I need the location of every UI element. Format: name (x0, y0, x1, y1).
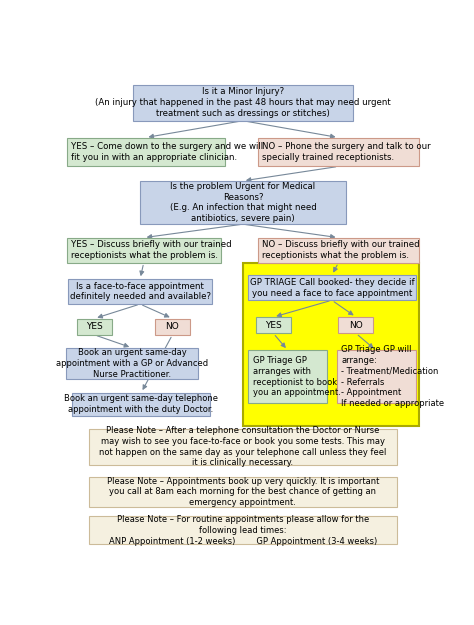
FancyBboxPatch shape (256, 317, 291, 333)
FancyBboxPatch shape (68, 279, 212, 304)
Text: YES – Come down to the surgery and we will
fit you in with an appropriate clinic: YES – Come down to the surgery and we wi… (72, 142, 264, 162)
Text: Please Note – For routine appointments please allow for the
following lead times: Please Note – For routine appointments p… (109, 515, 377, 546)
Text: YES: YES (86, 322, 103, 331)
Text: NO – Discuss briefly with our trained
receptionists what the problem is.: NO – Discuss briefly with our trained re… (263, 240, 420, 260)
FancyBboxPatch shape (66, 348, 198, 379)
Text: YES – Discuss briefly with our trained
receptionists what the problem is.: YES – Discuss briefly with our trained r… (72, 240, 232, 260)
Text: NO: NO (165, 322, 179, 331)
Text: Book an urgent same-day
appointment with a GP or Advanced
Nurse Practitioner.: Book an urgent same-day appointment with… (56, 348, 208, 379)
Text: GP Triage GP will
arrange:
- Treatment/Medication
- Referrals
- Appointment
If n: GP Triage GP will arrange: - Treatment/M… (341, 346, 445, 408)
FancyBboxPatch shape (155, 319, 190, 335)
FancyBboxPatch shape (77, 319, 112, 335)
FancyBboxPatch shape (133, 84, 353, 121)
FancyBboxPatch shape (66, 238, 221, 262)
FancyBboxPatch shape (338, 317, 374, 333)
FancyBboxPatch shape (243, 262, 419, 426)
Text: Please Note – Appointments book up very quickly. It is important
you call at 8am: Please Note – Appointments book up very … (107, 476, 379, 507)
Text: GP TRIAGE Call booked- they decide if
you need a face to face appointment: GP TRIAGE Call booked- they decide if yo… (250, 278, 414, 298)
Text: YES: YES (265, 321, 282, 330)
FancyBboxPatch shape (72, 392, 210, 416)
Text: NO: NO (349, 321, 363, 330)
FancyBboxPatch shape (89, 429, 397, 465)
Text: Is it a Minor Injury?
(An injury that happened in the past 48 hours that may nee: Is it a Minor Injury? (An injury that ha… (95, 88, 391, 118)
FancyBboxPatch shape (140, 181, 346, 224)
Text: NO – Phone the surgery and talk to our
specially trained receptionists.: NO – Phone the surgery and talk to our s… (263, 142, 431, 162)
Text: Is the problem Urgent for Medical
Reasons?
(E.g. An infection that might need
an: Is the problem Urgent for Medical Reason… (170, 182, 316, 223)
Text: Book an urgent same-day telephone
appointment with the duty Doctor.: Book an urgent same-day telephone appoin… (64, 394, 218, 414)
FancyBboxPatch shape (89, 477, 397, 507)
Text: Please Note – After a telephone consultation the Doctor or Nurse
may wish to see: Please Note – After a telephone consulta… (99, 426, 387, 468)
FancyBboxPatch shape (66, 138, 225, 166)
FancyBboxPatch shape (89, 516, 397, 544)
Text: GP Triage GP
arranges with
receptionist to book
you an appointment.: GP Triage GP arranges with receptionist … (253, 356, 341, 398)
FancyBboxPatch shape (258, 238, 419, 262)
FancyBboxPatch shape (258, 138, 419, 166)
FancyBboxPatch shape (248, 275, 416, 300)
Text: Is a face-to-face appointment
definitely needed and available?: Is a face-to-face appointment definitely… (70, 282, 210, 301)
FancyBboxPatch shape (248, 350, 328, 403)
FancyBboxPatch shape (337, 350, 416, 403)
